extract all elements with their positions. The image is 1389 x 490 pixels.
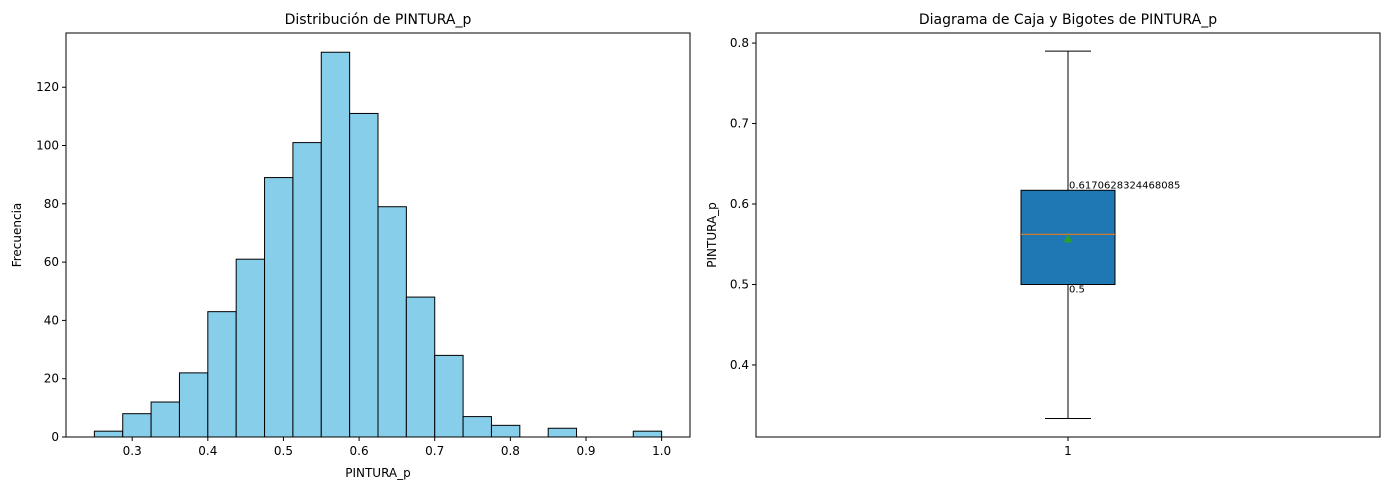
y-tick-label: 120 <box>36 80 59 94</box>
x-tick-label: 1 <box>1064 444 1072 458</box>
y-tick-label: 60 <box>44 255 59 269</box>
iqr-box <box>1020 189 1116 285</box>
histogram-bars <box>93 51 663 438</box>
boxplot-y-axis-label: PINTURA_p <box>705 202 719 268</box>
histogram-plot-frame <box>65 32 691 438</box>
histogram-x-ticks: 0.3 0.4 0.5 0.6 0.7 0.8 0.9 1.0 <box>123 437 671 458</box>
y-tick-label: 0.8 <box>730 36 749 50</box>
boxplot-y-ticks: 0.4 0.5 0.6 0.7 0.8 <box>730 36 756 372</box>
histogram-bar <box>178 372 209 438</box>
x-tick-label: 0.5 <box>274 444 293 458</box>
boxplot-title: Diagrama de Caja y Bigotes de PINTURA_p <box>919 12 1217 28</box>
histogram-bar <box>547 427 578 438</box>
y-tick-label: 100 <box>36 139 59 153</box>
y-tick-label: 0.7 <box>730 117 749 131</box>
histogram-bar <box>349 112 379 438</box>
q3-annotation: 0.6170628324468085 <box>1069 180 1180 191</box>
histogram-y-ticks: 0 20 40 60 80 100 120 <box>36 80 66 444</box>
y-tick-label: 0.4 <box>730 358 749 372</box>
histogram-y-axis-label: Frecuencia <box>10 203 24 268</box>
x-tick-label: 1.0 <box>652 444 671 458</box>
y-tick-label: 80 <box>44 197 59 211</box>
histogram-bar <box>235 258 266 438</box>
y-tick-label: 0 <box>51 430 59 444</box>
q1-annotation: 0.5 <box>1069 284 1085 295</box>
histogram-bar <box>264 177 294 438</box>
histogram-bar <box>150 401 180 438</box>
histogram-bar <box>434 354 464 438</box>
x-tick-label: 0.3 <box>123 444 142 458</box>
histogram-bar <box>377 206 407 438</box>
x-tick-label: 0.4 <box>198 444 217 458</box>
histogram-bar <box>320 51 351 438</box>
histogram-bar <box>122 413 152 438</box>
histogram-bar <box>405 296 436 438</box>
x-tick-label: 0.7 <box>425 444 444 458</box>
boxplot-elements: 0.6170628324468085 0.5 <box>1020 50 1180 419</box>
y-tick-label: 0.6 <box>730 197 749 211</box>
histogram-title: Distribución de PINTURA_p <box>285 12 472 28</box>
histogram-bar <box>490 424 521 438</box>
histogram-x-axis-label: PINTURA_p <box>345 466 411 480</box>
histogram-bar <box>207 311 237 438</box>
mean-marker <box>1063 234 1073 243</box>
histogram-bar <box>632 430 663 438</box>
y-tick-label: 0.5 <box>730 277 749 291</box>
x-tick-label: 0.9 <box>576 444 595 458</box>
histogram-chart: Distribución de PINTURA_p 0.3 0.4 0.5 0.6 0.… <box>10 12 691 480</box>
histogram-bar <box>462 416 492 438</box>
y-tick-label: 40 <box>44 313 59 327</box>
boxplot-chart: Diagrama de Caja y Bigotes de PINTURA_p … <box>705 12 1381 458</box>
x-tick-label: 0.6 <box>350 444 369 458</box>
boxplot-plot-frame <box>755 32 1381 438</box>
histogram-bar <box>93 430 124 438</box>
histogram-bar <box>292 142 322 438</box>
boxplot-x-ticks: 1 <box>1064 437 1072 458</box>
y-tick-label: 20 <box>44 372 59 386</box>
x-tick-label: 0.8 <box>501 444 520 458</box>
